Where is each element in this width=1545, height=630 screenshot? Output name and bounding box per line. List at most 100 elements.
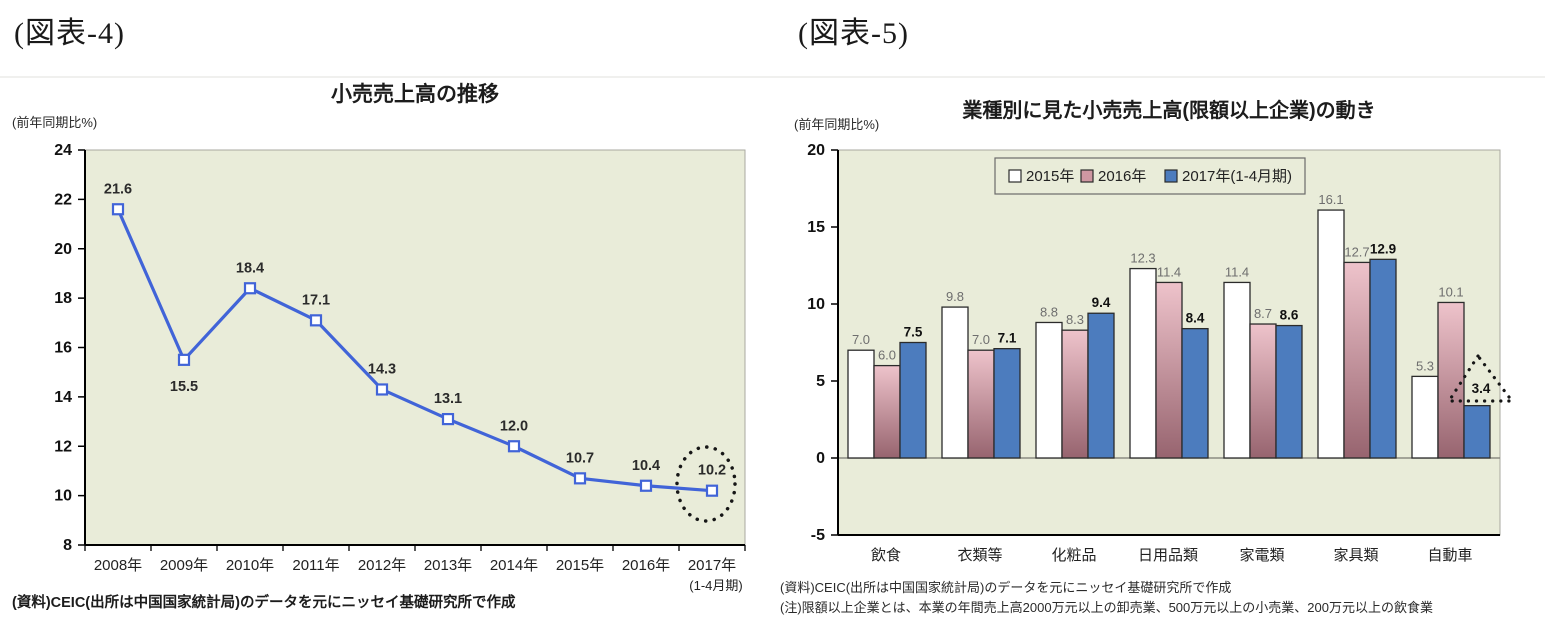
x-axis-label: 2017年: [688, 557, 736, 574]
x-axis-label: 2010年: [226, 557, 274, 574]
y-axis-tick-label: 14: [54, 389, 72, 406]
y-axis-tick-label: 12: [54, 438, 72, 455]
bar-value-label: 12.3: [1130, 251, 1155, 266]
figure-5: -5 0 5 10 15 20 7.0 6.0 7.5 飲食 9.8 7.0 7.1 衣類等 8.8 8.3 9…: [772, 0, 1545, 630]
figure-4-chart-title: 小売売上高の推移: [331, 83, 499, 106]
legend-swatch: [1164, 169, 1178, 183]
data-label: 10.7: [566, 450, 594, 466]
legend-label: 2015年: [1026, 168, 1074, 185]
bar-value-label: 9.8: [946, 289, 964, 304]
bar-value-label: 11.4: [1225, 264, 1249, 279]
retail-sales-by-industry-bar-chart: -5 0 5 10 15 20 7.0 6.0 7.5 飲食 9.8 7.0 7.1 衣類等 8.8 8.3 9…: [807, 142, 1514, 564]
point-marker: [573, 472, 587, 485]
bar-2017年(1-4月期): [899, 341, 927, 459]
bar-2016年: [1437, 301, 1465, 459]
data-label: 18.4: [236, 260, 264, 276]
category-label: 自動車: [1427, 547, 1472, 564]
bar-value-label: 7.5: [904, 325, 923, 340]
data-label: 17.1: [302, 292, 330, 308]
category-label: 衣類等: [957, 546, 1002, 564]
bar-value-label: 6.0: [878, 348, 896, 363]
bar-value-label: 12.7: [1344, 244, 1369, 259]
bar-value-label: 3.4: [1472, 381, 1491, 396]
bar-2015年: [1223, 281, 1251, 459]
bar-value-label: 7.0: [852, 332, 870, 347]
bar-value-label: 5.3: [1416, 358, 1434, 373]
bar-value-label: 16.1: [1318, 192, 1343, 207]
y-axis-tick-label: -5: [811, 527, 825, 544]
retail-sales-line-chart: 8 10 12 14 16 18 20 22 24 2008年 2009年 2010年 2011年 201…: [54, 142, 746, 593]
category-label: 日用品類: [1138, 547, 1198, 564]
legend-box: [994, 157, 1306, 195]
x-axis-label: 2013年: [424, 557, 472, 574]
bar-value-label: 10.1: [1438, 284, 1463, 299]
bar-value-label: 8.3: [1066, 312, 1084, 327]
point-marker: [309, 314, 323, 327]
dotted-triangle-annotation: [1447, 354, 1514, 403]
dotted-ellipse-annotation: [675, 445, 737, 523]
x-axis-label: 2011年: [292, 557, 339, 574]
bar-value-label: 8.8: [1040, 304, 1058, 319]
y-axis-tick-label: 22: [54, 191, 72, 208]
legend-swatch: [1080, 169, 1094, 183]
point-marker: [507, 440, 521, 453]
data-label: 15.5: [170, 379, 198, 395]
x-axis-sublabel: (1-4月期): [689, 578, 742, 593]
figure-5-source-note: (資料)CEIC(出所は中国国家統計局)のデータを元にニッセイ基礎研究所で作成: [780, 580, 1232, 595]
separator-line: [0, 76, 1545, 78]
legend-label: 2017年(1-4月期): [1182, 168, 1292, 185]
point-marker: [639, 479, 653, 492]
figure-4-axis-unit-label: (前年同期比%): [12, 115, 98, 130]
legend-swatch: [1008, 169, 1022, 183]
data-label: 10.4: [632, 458, 660, 474]
bar-value-label: 7.0: [972, 332, 990, 347]
figure-4-caption: (図表-4): [14, 17, 125, 50]
figure-5-chart-title: 業種別に見た小売売上高(限額以上企業)の動き: [962, 100, 1376, 122]
bar-2016年: [967, 349, 995, 459]
y-axis-tick-label: 18: [54, 290, 72, 307]
point-marker: [243, 282, 257, 295]
bar-2017年(1-4月期): [1181, 327, 1209, 459]
y-axis-tick-label: 24: [54, 142, 72, 159]
y-axis-tick-label: 0: [816, 450, 825, 467]
bar-value-label: 8.6: [1280, 308, 1299, 323]
data-label: 14.3: [368, 361, 396, 377]
bar-2016年: [1343, 261, 1371, 459]
x-axis-label: 2012年: [358, 557, 406, 574]
category-label: 化粧品: [1051, 547, 1096, 564]
bar-2015年: [941, 306, 969, 459]
figure-4: 8 10 12 14 16 18 20 22 24 2008年 2009年 2010年 2011年 201…: [0, 0, 772, 630]
y-axis-tick-label: 20: [807, 142, 825, 159]
data-label: 13.1: [434, 391, 462, 407]
bar-2017年(1-4月期): [1087, 312, 1115, 459]
line-series: [116, 208, 713, 493]
bar-value-label: 11.4: [1157, 264, 1181, 279]
figure-4-source-note: (資料)CEIC(出所は中国国家統計局)のデータを元にニッセイ基礎研究所で作成: [12, 595, 516, 611]
bar-value-label: 8.7: [1254, 306, 1272, 321]
x-axis-label: 2016年: [622, 557, 670, 574]
x-axis-label: 2009年: [160, 557, 208, 574]
bar-2015年: [1317, 209, 1345, 459]
x-axis-label: 2014年: [490, 557, 538, 574]
point-marker: [375, 383, 389, 396]
data-label: 10.2: [698, 463, 726, 479]
y-axis-tick-label: 8: [63, 537, 72, 554]
point-marker: [177, 353, 191, 366]
bar-2016年: [1155, 281, 1183, 459]
bar-value-label: 7.1: [998, 331, 1017, 346]
bar-2015年: [1129, 267, 1157, 459]
figure-5-definition-note: (注)限額以上企業とは、本業の年間売上高2000万元以上の卸売業、500万元以上…: [780, 600, 1433, 615]
category-label: 家具類: [1333, 547, 1378, 564]
bar-2017年(1-4月期): [1369, 258, 1397, 459]
bar-value-label: 8.4: [1186, 311, 1205, 326]
y-axis-tick-label: 5: [816, 373, 825, 390]
bar-2016年: [1249, 323, 1277, 459]
legend-label: 2016年: [1098, 168, 1146, 185]
bar-2017年(1-4月期): [993, 348, 1021, 459]
figure-5-axis-unit-label: (前年同期比%): [794, 117, 880, 132]
point-marker: [441, 412, 455, 426]
bar-2017年(1-4月期): [1275, 324, 1303, 459]
x-axis-label: 2015年: [556, 557, 604, 574]
y-axis-tick-label: 16: [54, 340, 72, 357]
x-axis-label: 2008年: [94, 557, 142, 574]
